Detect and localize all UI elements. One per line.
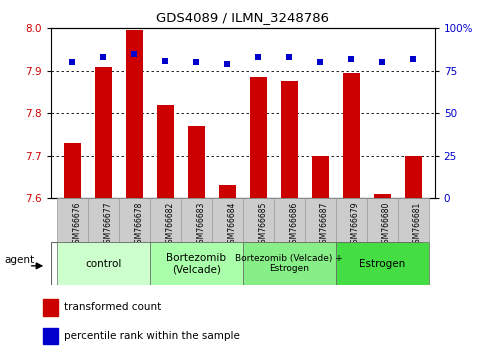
Text: GSM766687: GSM766687 [320,202,329,248]
Text: agent: agent [5,255,35,265]
Bar [43,299,58,315]
Point [255,55,262,60]
Text: transformed count: transformed count [64,302,161,312]
Bar [150,198,181,242]
Text: GSM766685: GSM766685 [258,202,267,248]
Bar [150,242,243,285]
Point [285,55,293,60]
Bar [219,185,236,198]
Point [99,55,107,60]
Point [378,59,386,65]
Point [130,51,138,57]
Text: GSM766679: GSM766679 [351,202,360,248]
Bar [64,143,81,198]
Text: percentile rank within the sample: percentile rank within the sample [64,331,240,341]
Point [409,56,417,62]
Text: GSM766681: GSM766681 [413,202,422,248]
Point [347,56,355,62]
Text: GSM766686: GSM766686 [289,202,298,248]
Bar [336,242,428,285]
Bar [57,198,88,242]
Bar [181,198,212,242]
Bar [342,73,360,198]
Bar [126,30,143,198]
Bar [212,198,243,242]
Bar [119,198,150,242]
Text: GSM766680: GSM766680 [382,202,391,248]
Bar [157,105,174,198]
Bar [43,327,58,344]
Bar [305,198,336,242]
Point [69,59,76,65]
Bar [281,81,298,198]
Point [192,59,200,65]
Bar [95,67,112,198]
Bar [250,77,267,198]
Bar [188,126,205,198]
Text: GSM766684: GSM766684 [227,202,236,248]
Text: control: control [85,259,122,269]
Point [223,61,231,67]
Bar [243,198,274,242]
Bar [243,242,336,285]
Bar [312,156,328,198]
Title: GDS4089 / ILMN_3248786: GDS4089 / ILMN_3248786 [156,11,329,24]
Bar [367,198,398,242]
Text: GSM766677: GSM766677 [103,202,113,248]
Text: Estrogen: Estrogen [359,259,405,269]
Bar [274,198,305,242]
Text: GSM766676: GSM766676 [72,202,82,248]
Point [161,58,169,63]
Text: Bortezomib
(Velcade): Bortezomib (Velcade) [166,253,226,275]
Text: Bortezomib (Velcade) +
Estrogen: Bortezomib (Velcade) + Estrogen [235,254,343,273]
Bar [398,198,428,242]
Text: GSM766678: GSM766678 [134,202,143,248]
Bar [373,194,391,198]
Point [316,59,324,65]
Text: GSM766682: GSM766682 [165,202,174,248]
Text: GSM766683: GSM766683 [196,202,205,248]
Bar [57,242,150,285]
Bar [404,156,422,198]
Bar [336,198,367,242]
Bar [88,198,119,242]
